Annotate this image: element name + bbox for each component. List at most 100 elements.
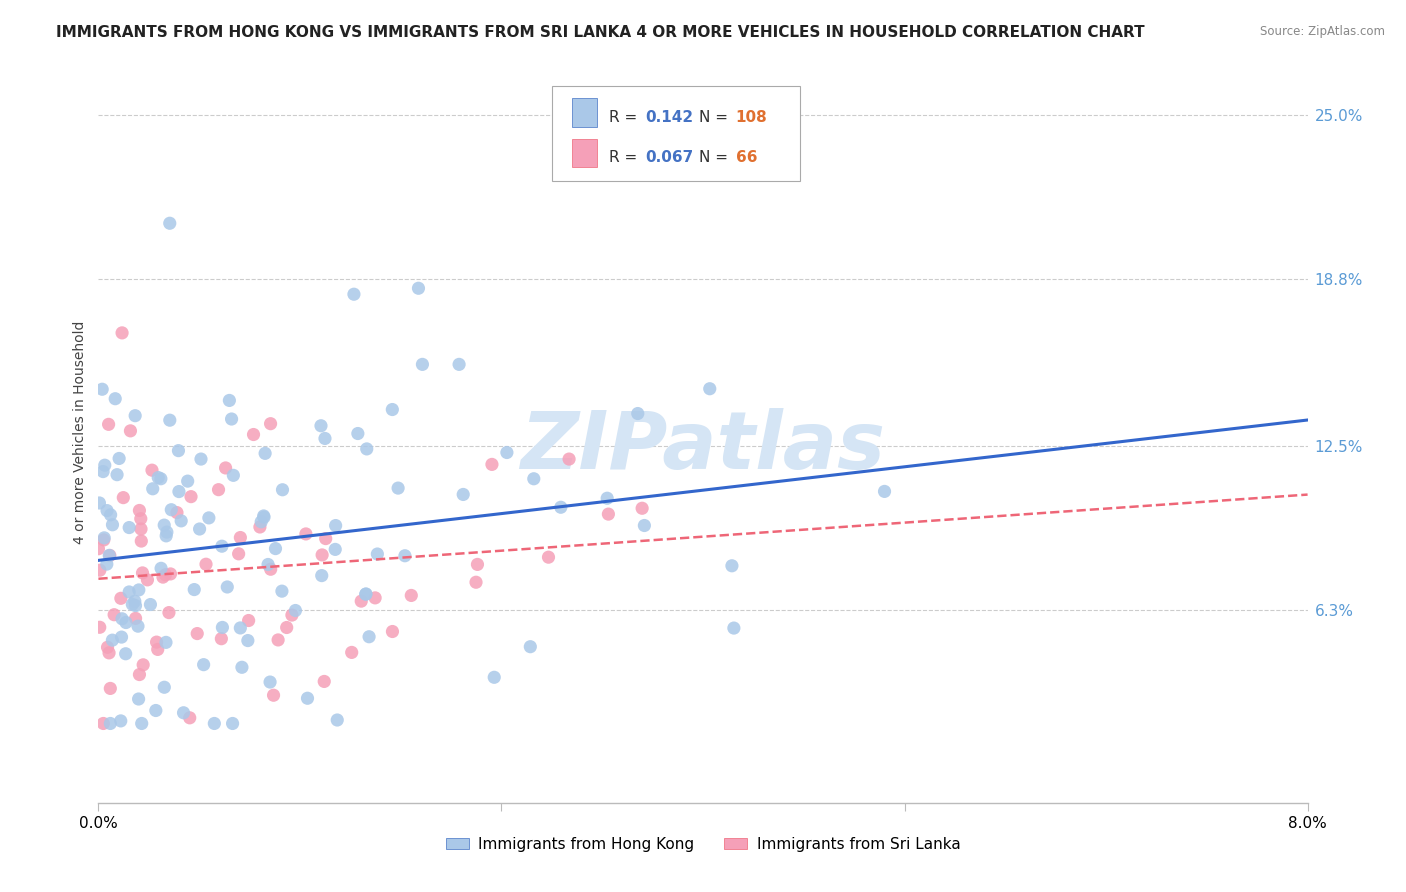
Point (114, 647, 136, 661)
Point (231, 660, 253, 674)
Point (180, 490, 202, 504)
Point (260, 562, 283, 576)
Point (155, 567, 177, 582)
Text: 108: 108 (735, 110, 768, 125)
Point (173, 706, 195, 720)
Point (451, 487, 474, 501)
Point (108, 451, 131, 466)
Legend: Immigrants from Hong Kong, Immigrants from Sri Lanka: Immigrants from Hong Kong, Immigrants fr… (440, 830, 966, 858)
Point (159, 566, 181, 581)
Point (176, 474, 198, 488)
Point (87, 541, 110, 556)
Point (124, 409, 146, 423)
Point (89, 620, 111, 634)
Point (98, 646, 121, 660)
Point (188, 522, 211, 536)
Text: 0.142: 0.142 (645, 110, 693, 125)
Point (228, 547, 250, 561)
Point (315, 532, 337, 546)
Point (699, 382, 721, 396)
Point (110, 714, 132, 728)
Point (350, 594, 373, 608)
Point (325, 518, 347, 533)
Point (100, 508, 122, 522)
Point (142, 482, 165, 496)
Point (94, 458, 117, 473)
Point (354, 587, 377, 601)
Point (254, 446, 277, 460)
Point (93, 533, 115, 547)
Point (186, 626, 208, 640)
Point (357, 630, 380, 644)
Text: Source: ZipAtlas.com: Source: ZipAtlas.com (1260, 25, 1385, 38)
Point (91, 465, 114, 479)
Point (311, 568, 333, 582)
Point (98, 681, 121, 696)
Point (195, 558, 218, 572)
Point (598, 507, 620, 521)
Point (128, 503, 150, 517)
Point (354, 587, 377, 601)
Point (121, 598, 143, 612)
Point (276, 620, 298, 634)
Point (229, 531, 252, 545)
Point (340, 645, 363, 659)
Point (411, 357, 433, 371)
Point (271, 584, 294, 599)
Text: N =: N = (699, 110, 734, 125)
FancyBboxPatch shape (551, 87, 800, 181)
Point (148, 470, 170, 484)
Point (222, 468, 245, 483)
Point (115, 615, 138, 630)
Point (238, 614, 260, 628)
Text: R =: R = (609, 150, 641, 165)
Point (120, 424, 142, 438)
Point (229, 621, 252, 635)
Point (160, 502, 183, 516)
Point (127, 619, 149, 633)
Point (155, 529, 177, 543)
Point (356, 442, 378, 456)
Point (131, 716, 153, 731)
Point (281, 608, 304, 623)
Point (347, 426, 370, 441)
Point (146, 642, 169, 657)
Point (105, 467, 128, 482)
Point (633, 518, 655, 533)
Point (131, 566, 153, 580)
Point (214, 461, 236, 475)
Point (257, 558, 280, 572)
Point (101, 517, 124, 532)
Text: R =: R = (609, 110, 641, 125)
Point (364, 591, 387, 605)
Point (190, 452, 212, 467)
Point (129, 522, 152, 536)
Point (156, 525, 179, 540)
Point (128, 582, 150, 597)
Point (221, 716, 243, 731)
Point (155, 635, 177, 649)
Point (183, 582, 205, 597)
Bar (572, 98, 596, 127)
Point (381, 402, 404, 417)
Point (129, 512, 152, 526)
Text: IMMIGRANTS FROM HONG KONG VS IMMIGRANTS FROM SRI LANKA 4 OR MORE VEHICLES IN HOU: IMMIGRANTS FROM HONG KONG VS IMMIGRANTS … (56, 25, 1144, 40)
Point (523, 472, 546, 486)
Point (124, 594, 146, 608)
Point (253, 510, 276, 524)
Point (314, 432, 336, 446)
Point (314, 674, 336, 689)
Point (465, 575, 488, 590)
Point (111, 326, 134, 340)
Point (124, 611, 146, 625)
Point (558, 452, 581, 467)
Point (394, 549, 416, 563)
Point (217, 580, 239, 594)
Point (97, 417, 120, 432)
Point (873, 484, 896, 499)
Point (381, 624, 404, 639)
Bar (572, 138, 596, 167)
Point (366, 547, 388, 561)
Point (96, 503, 118, 517)
Point (209, 632, 232, 646)
